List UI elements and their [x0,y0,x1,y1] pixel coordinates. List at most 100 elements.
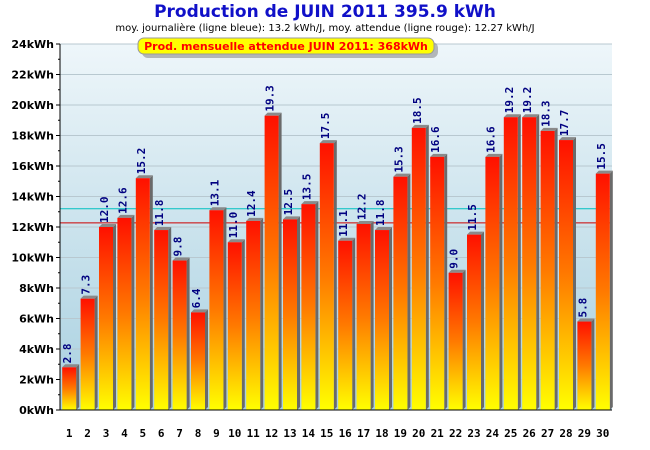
x-tick-label: 15 [320,427,333,440]
x-tick-label: 17 [357,427,370,440]
x-tick-label: 7 [176,427,183,440]
bar-value-label: 6.4 [190,288,203,308]
bar-top [117,214,135,218]
value-labels: 2.8 7.3 12.0 12.6 15.2 11.8 9.8 6.4 13.1 11.0 12.4… [61,85,608,363]
bar [62,367,77,410]
bar-top [467,231,484,235]
bar-value-label: 15.5 [595,143,608,170]
bar-top [522,114,540,118]
y-tick-label: 22kWh [11,69,54,82]
bar-value-label: 12.0 [98,197,111,224]
x-tick-label: 6 [158,427,165,440]
x-tick-label: 22 [449,427,462,440]
x-tick-label: 16 [339,427,353,440]
bar-value-label: 11.8 [153,200,166,227]
bar-side [149,175,153,410]
bar [467,234,481,410]
bar-top [319,140,337,144]
bar [356,223,371,410]
chart-subtitle: moy. journalière (ligne bleue): 13.2 kWh… [115,23,535,34]
bar-side [205,309,208,410]
bar-side [462,269,466,410]
bar-top [283,216,300,220]
y-tick-label: 0kWh [19,404,54,417]
x-tick-label: 18 [375,427,388,440]
bar-side [223,207,227,410]
x-axis: 1 2 3 4 5 6 7 8 9 10 11 12 13 14 15 16 17 18 19 20 21 22 23 24 2… [60,409,612,440]
annotation-text: Prod. mensuelle attendue JUIN 2011: 368k… [144,40,428,53]
bar-value-label: 13.1 [208,179,221,206]
bars [62,112,613,411]
bar [99,227,113,410]
bar-value-label: 9.8 [172,237,185,257]
x-tick-label: 1 [66,427,73,440]
bar-top [577,318,595,322]
bar [283,219,297,410]
bar-side [352,237,356,410]
bar-top [209,207,227,211]
x-tick-label: 9 [213,427,220,440]
bar-top [595,170,613,174]
bar-value-label: 11.0 [227,212,240,238]
bar-top [393,173,411,177]
bar-value-label: 7.3 [80,275,93,295]
x-tick-label: 8 [195,427,202,440]
bar-side [554,127,558,411]
bar-top [264,112,282,116]
bar-top [227,239,245,243]
bar-value-label: 12.2 [356,193,369,220]
bar-side [241,239,245,410]
bar-value-label: 17.5 [319,113,332,140]
chart-title: Production de JUIN 2011 395.9 kWh [154,2,496,22]
x-tick-label: 28 [559,427,572,440]
bar-side [315,201,319,410]
bar [503,117,518,410]
bar-top [356,220,374,224]
bar-side [444,153,448,410]
x-tick-label: 13 [283,427,296,440]
bar-value-label: 11.8 [374,200,387,227]
bar-side [481,231,484,410]
bar [227,242,242,410]
bar-top [485,153,503,157]
bar-top [338,237,356,241]
bar-top [154,227,172,231]
bar-side [591,318,595,410]
bar-value-label: 15.3 [392,146,405,173]
bar [246,220,261,410]
bar-side [131,214,135,410]
bar [301,204,316,410]
bar-value-label: 11.1 [337,210,350,237]
bar-side [499,153,503,410]
x-tick-label: 23 [467,427,480,440]
x-tick-label: 30 [596,427,609,440]
y-tick-label: 20kWh [11,99,54,112]
bar-top [448,269,466,273]
y-tick-label: 16kWh [11,160,54,173]
bar-value-label: 19.3 [264,85,277,112]
bar [393,176,408,410]
bar-side [407,173,411,410]
x-tick-label: 19 [394,427,407,440]
bar [577,321,592,410]
x-tick-label: 12 [265,427,278,440]
bar [430,156,445,410]
y-tick-label: 8kWh [19,282,54,295]
bar-side [113,224,116,410]
bar [172,260,187,410]
bar [135,178,150,410]
x-tick-label: 29 [578,427,591,440]
bar-side [168,227,172,410]
bar-top [135,175,153,179]
bar-value-label: 18.5 [411,97,424,124]
x-tick-label: 14 [302,427,316,440]
bar-value-label: 19.2 [503,87,516,114]
bar [448,272,463,410]
x-tick-label: 27 [541,427,554,440]
bar-value-label: 17.7 [558,110,571,137]
y-tick-label: 24kWh [11,38,54,51]
y-tick-label: 12kWh [11,221,54,234]
bar-value-label: 12.4 [245,190,258,217]
bar-value-label: 5.8 [576,298,589,318]
